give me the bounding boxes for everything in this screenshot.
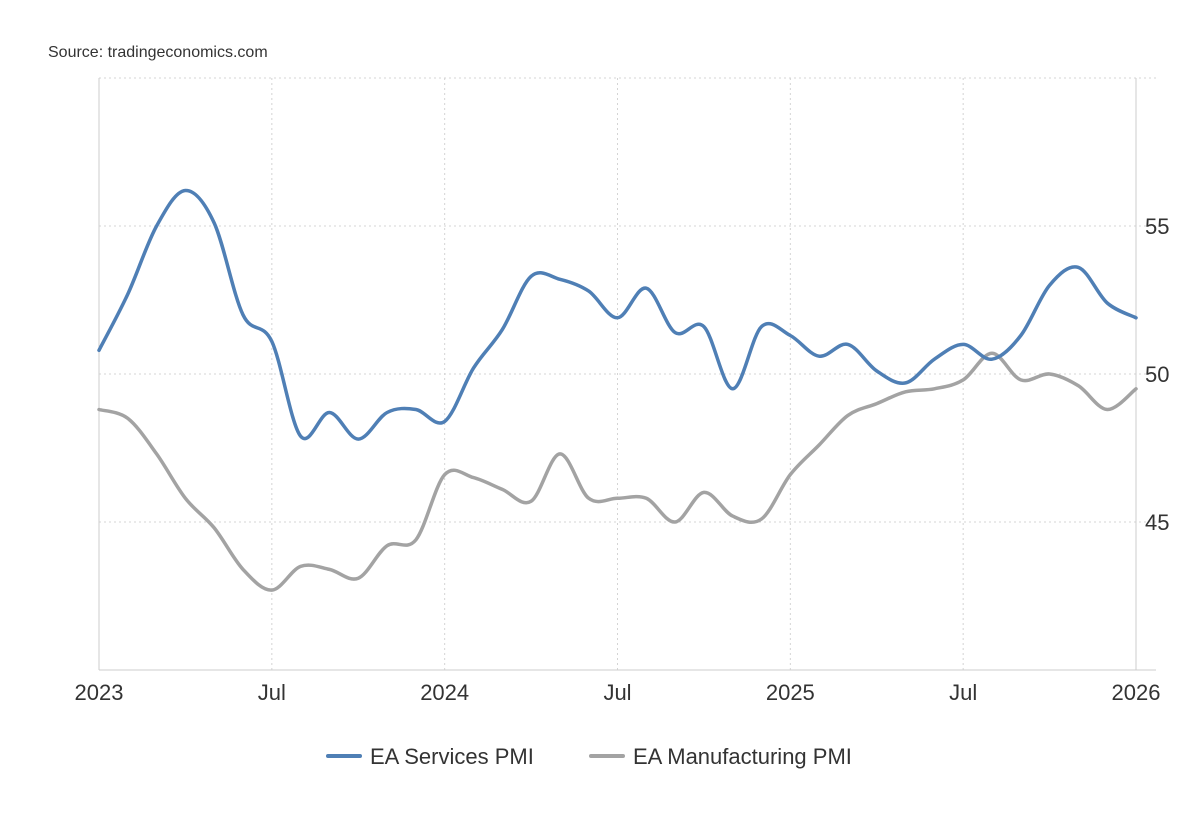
x-tick-label: 2025 [766,680,815,705]
x-tick-label: 2026 [1112,680,1161,705]
source-label: Source: tradingeconomics.com [48,44,268,61]
y-tick-label: 45 [1145,510,1169,535]
series-group [97,188,1138,592]
x-tick-label: Jul [258,680,286,705]
x-tick-label: Jul [603,680,631,705]
legend-label: EA Services PMI [370,744,534,769]
grid [98,77,1156,670]
tick-labels: 45 50 55 2023 Jul 2024 Jul 2025 Jul 2026 [75,214,1170,705]
y-tick-label: 50 [1145,362,1169,387]
axes [98,78,1156,671]
legend: EA Services PMI EA Manufacturing PMI [326,744,852,769]
x-tick-label: 2023 [75,680,124,705]
x-tick-label: Jul [949,680,977,705]
y-tick-label: 55 [1145,214,1169,239]
ea-manufacturing-pmi-line [97,351,1138,592]
legend-label: EA Manufacturing PMI [633,744,852,769]
x-tick-label: 2024 [420,680,469,705]
ea-services-pmi-line [97,188,1138,441]
